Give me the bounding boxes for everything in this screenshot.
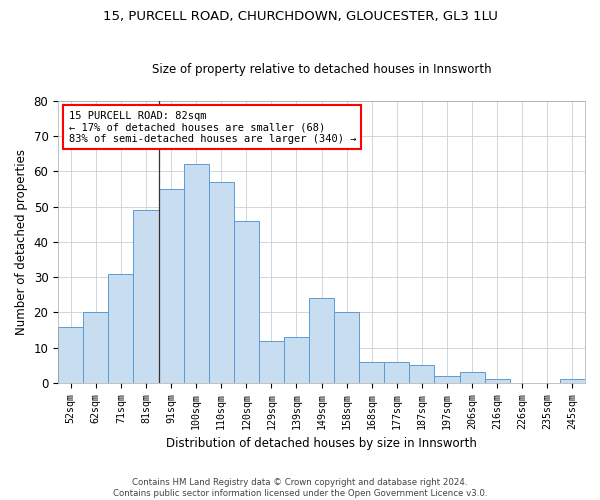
Title: Size of property relative to detached houses in Innsworth: Size of property relative to detached ho… <box>152 63 491 76</box>
Bar <box>109 274 133 383</box>
X-axis label: Distribution of detached houses by size in Innsworth: Distribution of detached houses by size … <box>166 437 477 450</box>
Bar <box>284 337 309 383</box>
Bar <box>384 362 409 383</box>
Bar <box>133 210 158 383</box>
Bar <box>334 312 359 383</box>
Bar <box>409 366 434 383</box>
Bar <box>158 189 184 383</box>
Bar <box>209 182 234 383</box>
Bar <box>234 220 259 383</box>
Bar <box>560 380 585 383</box>
Bar <box>83 312 109 383</box>
Text: Contains HM Land Registry data © Crown copyright and database right 2024.
Contai: Contains HM Land Registry data © Crown c… <box>113 478 487 498</box>
Y-axis label: Number of detached properties: Number of detached properties <box>15 149 28 335</box>
Bar <box>359 362 384 383</box>
Bar <box>460 372 485 383</box>
Text: 15 PURCELL ROAD: 82sqm
← 17% of detached houses are smaller (68)
83% of semi-det: 15 PURCELL ROAD: 82sqm ← 17% of detached… <box>68 110 356 144</box>
Bar <box>485 380 510 383</box>
Bar <box>184 164 209 383</box>
Bar <box>58 326 83 383</box>
Bar <box>259 340 284 383</box>
Bar <box>434 376 460 383</box>
Text: 15, PURCELL ROAD, CHURCHDOWN, GLOUCESTER, GL3 1LU: 15, PURCELL ROAD, CHURCHDOWN, GLOUCESTER… <box>103 10 497 23</box>
Bar <box>309 298 334 383</box>
